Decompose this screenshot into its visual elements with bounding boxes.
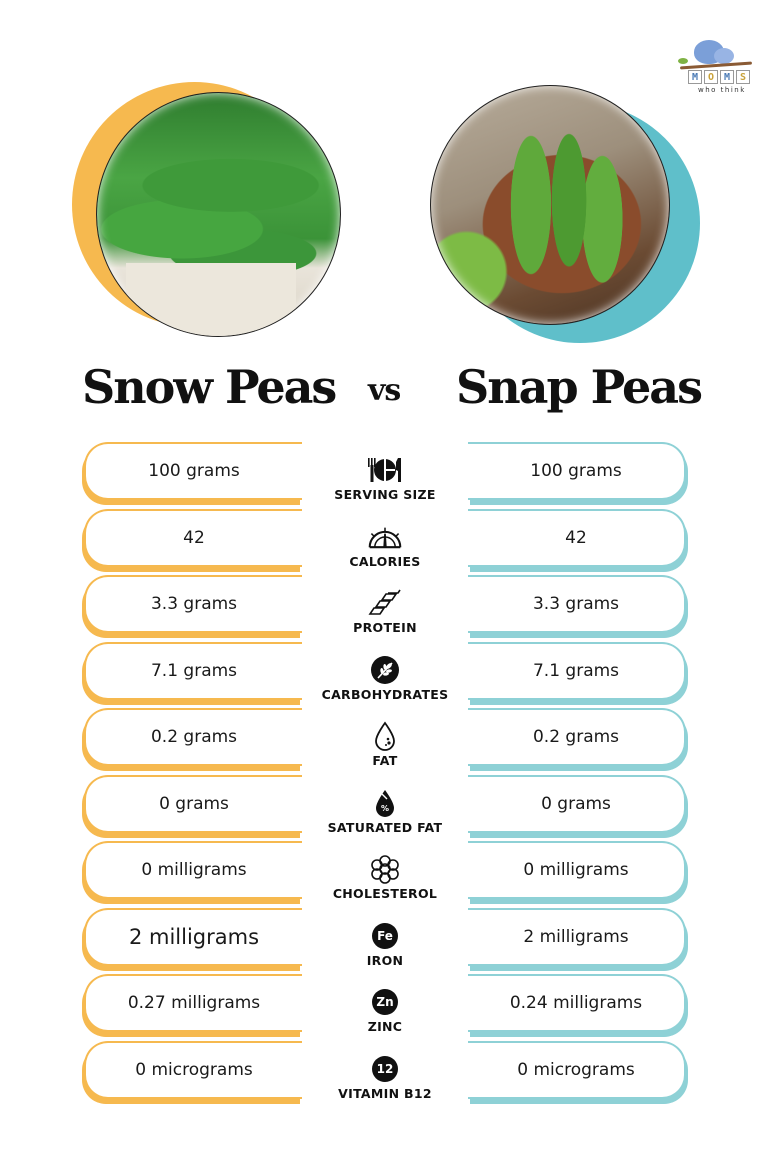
snow-value: 0 micrograms <box>84 1040 302 1099</box>
row-saturated-fat: 0 grams % SATURATED FAT 0 grams <box>0 773 768 840</box>
snow-value: 0 milligrams <box>84 841 302 899</box>
logo-block: S <box>736 70 750 84</box>
nutrient-name: ZINC <box>367 1019 403 1034</box>
snow-peas-title: Snow Peas <box>82 360 337 414</box>
vs-label: vs <box>368 373 401 408</box>
snow-value: 0.2 grams <box>84 708 302 766</box>
vitamin-badge: 12 <box>372 1055 398 1082</box>
gauge-icon <box>368 522 402 552</box>
nutrient-label: CARBOHYDRATES <box>310 642 460 702</box>
drop-icon <box>368 721 402 751</box>
logo-tagline: who think <box>698 86 746 94</box>
nutrient-name: IRON <box>366 952 404 968</box>
row-cholesterol: 0 milligrams CHOLESTEROL 0 milligrams <box>0 839 768 906</box>
row-iron: 2 milligrams Fe IRON 2 milligrams <box>0 906 768 973</box>
snap-value: 0 micrograms <box>468 1040 686 1099</box>
nutrient-name: SERVING SIZE <box>334 487 436 502</box>
comparison-table: 100 grams SERVING SIZE 100 grams 42 CALO… <box>0 440 768 1105</box>
nutrient-label: CHOLESTEROL <box>310 841 460 901</box>
snap-peas-title: Snap Peas <box>456 360 703 414</box>
b12-badge-icon: 12 <box>368 1054 402 1084</box>
snap-value: 100 grams <box>468 442 686 500</box>
leaf-shape <box>678 58 688 64</box>
row-fat: 0.2 grams FAT 0.2 grams <box>0 706 768 773</box>
nutrient-label: 12 VITAMIN B12 <box>310 1041 460 1101</box>
nutrient-label: CALORIES <box>310 509 460 569</box>
nutrient-label: PROTEIN <box>310 575 460 635</box>
wheat-icon <box>368 655 402 685</box>
snap-peas-photo <box>430 85 670 325</box>
moms-who-think-logo: M O M S who think <box>676 40 756 95</box>
zn-badge-icon: Zn <box>368 987 402 1017</box>
fe-badge-icon: Fe <box>368 921 402 951</box>
snow-value: 2 milligrams <box>84 907 302 966</box>
nutrient-name: CARBOHYDRATES <box>321 686 449 702</box>
nutrient-name: CALORIES <box>349 553 421 569</box>
nutrient-name: VITAMIN B12 <box>338 1085 432 1101</box>
bird-small-icon <box>714 48 734 64</box>
snap-value: 7.1 grams <box>468 641 686 700</box>
snow-value: 0 grams <box>84 774 302 833</box>
snap-value: 42 <box>468 508 686 567</box>
snap-value: 2 milligrams <box>468 907 686 966</box>
element-badge: Fe <box>372 922 398 949</box>
snow-value: 7.1 grams <box>84 641 302 700</box>
nutrient-label: % SATURATED FAT <box>310 775 460 835</box>
nutrient-name: PROTEIN <box>353 620 417 635</box>
snap-value: 0.24 milligrams <box>468 974 686 1032</box>
snap-value: 0 grams <box>468 774 686 833</box>
snow-peas-photo-frame <box>72 82 347 337</box>
nutrient-label: SERVING SIZE <box>310 442 460 502</box>
nutrient-name: CHOLESTEROL <box>332 886 438 901</box>
snap-peas-photo-frame <box>430 85 700 343</box>
snow-value: 100 grams <box>84 442 302 500</box>
logo-blocks: M O M S <box>688 70 750 84</box>
snap-value: 0 milligrams <box>468 841 686 899</box>
row-carbohydrates: 7.1 grams CARBOHYDRATES 7.1 grams <box>0 640 768 707</box>
row-vitamin-b12: 0 micrograms 12 VITAMIN B12 0 micrograms <box>0 1039 768 1106</box>
snow-value: 3.3 grams <box>84 575 302 633</box>
row-protein: 3.3 grams PROTEIN 3.3 grams <box>0 573 768 640</box>
logo-block: M <box>720 70 734 84</box>
logo-block: O <box>704 70 718 84</box>
row-serving-size: 100 grams SERVING SIZE 100 grams <box>0 440 768 507</box>
snap-value: 0.2 grams <box>468 708 686 766</box>
row-calories: 42 CALORIES 42 <box>0 507 768 574</box>
percent-drop-icon: % <box>368 788 402 818</box>
nutrient-label: Fe IRON <box>310 908 460 968</box>
plate-cutlery-icon <box>368 455 402 485</box>
row-zinc: 0.27 milligrams Zn ZINC 0.24 milligrams <box>0 972 768 1039</box>
snow-peas-photo <box>96 92 341 337</box>
logo-block: M <box>688 70 702 84</box>
svg-text:%: % <box>381 804 389 813</box>
nutrient-label: Zn ZINC <box>310 974 460 1034</box>
nutrient-label: FAT <box>310 708 460 768</box>
snow-value: 0.27 milligrams <box>84 974 302 1032</box>
snow-value: 42 <box>84 508 302 567</box>
nutrient-name: FAT <box>372 753 398 768</box>
element-badge: Zn <box>372 989 398 1015</box>
snap-value: 3.3 grams <box>468 575 686 633</box>
cholesterol-icon <box>368 854 402 884</box>
protein-chain-icon <box>368 588 402 618</box>
nutrient-name: SATURATED FAT <box>327 819 443 835</box>
